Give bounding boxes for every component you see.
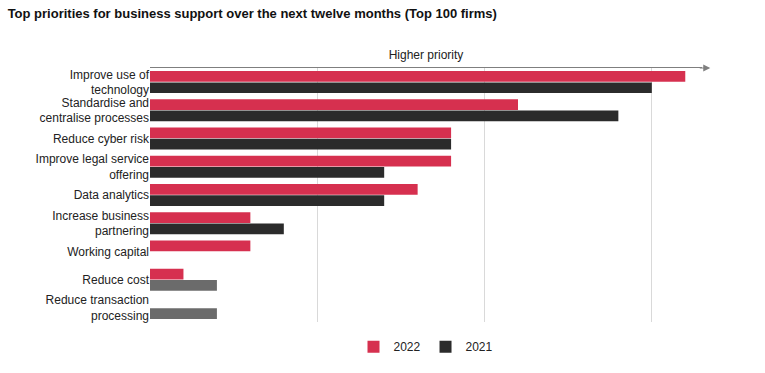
svg-text:Improve use oftechnology: Improve use oftechnology [70, 68, 150, 98]
svg-text:2021: 2021 [466, 340, 493, 354]
svg-text:Top priorities for business su: Top priorities for business support over… [8, 6, 497, 21]
svg-text:Reduce cyber risk: Reduce cyber risk [53, 132, 150, 146]
svg-text:2022: 2022 [394, 340, 421, 354]
svg-text:Reduce cost: Reduce cost [82, 273, 149, 287]
svg-text:Increase businesspartnering: Increase businesspartnering [52, 209, 149, 239]
svg-text:Data analytics: Data analytics [74, 188, 149, 202]
svg-text:Working capital: Working capital [67, 245, 149, 259]
svg-text:Higher priority: Higher priority [389, 48, 464, 62]
svg-text:Standardise andcentralise proc: Standardise andcentralise processes [40, 96, 149, 126]
svg-text:Improve legal serviceoffering: Improve legal serviceoffering [36, 152, 150, 182]
svg-text:Reduce transactionprocessing: Reduce transactionprocessing [46, 293, 149, 323]
